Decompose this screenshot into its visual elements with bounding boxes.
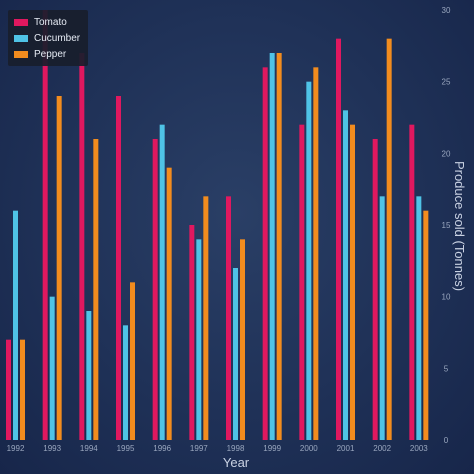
legend: Tomato Cucumber Pepper <box>8 10 89 66</box>
x-tick-label: 1997 <box>190 444 208 453</box>
legend-swatch-pepper <box>14 50 28 58</box>
y-tick-label: 30 <box>442 6 451 15</box>
bar-tomato-2003[interactable] <box>409 124 415 441</box>
legend-label-cucumber: Cucumber <box>34 32 81 44</box>
bars-layer <box>6 10 429 441</box>
y-tick-labels: 0 5 10 15 20 25 30 <box>442 6 451 445</box>
bar-cucumber-1994[interactable] <box>86 311 92 440</box>
y-tick-label: 10 <box>442 293 451 302</box>
bar-tomato-1996[interactable] <box>152 139 158 440</box>
bar-cucumber-1995[interactable] <box>123 325 128 440</box>
legend-label-tomato: Tomato <box>34 16 67 28</box>
bar-cucumber-2001[interactable] <box>343 110 348 440</box>
bar-pepper-1995[interactable] <box>130 282 135 440</box>
bar-tomato-1998[interactable] <box>226 196 231 440</box>
bar-cucumber-1998[interactable] <box>233 268 238 440</box>
legend-item-tomato[interactable]: Tomato <box>14 14 80 30</box>
bar-pepper-1999[interactable] <box>276 53 282 440</box>
bar-cucumber-1999[interactable] <box>269 53 275 440</box>
y-tick-label: 20 <box>442 149 451 158</box>
legend-swatch-tomato <box>14 18 28 26</box>
y-tick-label: 0 <box>444 436 449 445</box>
bar-pepper-1998[interactable] <box>240 239 245 440</box>
bar-tomato-2000[interactable] <box>299 124 305 441</box>
bar-pepper-1996[interactable] <box>166 167 172 440</box>
y-axis-title: Produce sold (Tonnes) <box>452 161 467 291</box>
bar-tomato-1999[interactable] <box>262 67 268 440</box>
y-tick-label: 25 <box>442 78 451 87</box>
legend-label-pepper: Pepper <box>34 48 67 60</box>
bar-pepper-2000[interactable] <box>313 67 319 440</box>
bar-pepper-1994[interactable] <box>93 139 99 440</box>
legend-item-cucumber[interactable]: Cucumber <box>14 30 80 46</box>
bar-pepper-1992[interactable] <box>20 339 25 440</box>
bar-pepper-2003[interactable] <box>423 210 429 440</box>
bar-pepper-2001[interactable] <box>350 124 355 441</box>
bar-cucumber-1992[interactable] <box>13 210 18 440</box>
legend-swatch-cucumber <box>14 34 28 42</box>
bar-cucumber-2002[interactable] <box>379 196 385 440</box>
x-tick-label: 1993 <box>43 444 61 453</box>
x-tick-label: 2001 <box>337 444 355 453</box>
bar-tomato-2001[interactable] <box>336 38 341 441</box>
x-tick-label: 2003 <box>410 444 428 453</box>
bar-pepper-1997[interactable] <box>203 196 209 440</box>
bar-tomato-1995[interactable] <box>116 96 121 440</box>
bar-pepper-1993[interactable] <box>56 96 62 440</box>
bar-tomato-1994[interactable] <box>79 53 85 440</box>
bar-cucumber-2003[interactable] <box>416 196 422 440</box>
y-tick-label: 15 <box>442 221 451 230</box>
x-tick-labels: 1992 1993 1994 1995 1996 1997 1998 1999 2000 2001… <box>7 444 429 453</box>
x-tick-label: 1996 <box>153 444 171 453</box>
x-tick-label: 1999 <box>263 444 281 453</box>
bar-tomato-1992[interactable] <box>6 339 11 440</box>
x-tick-label: 1995 <box>117 444 135 453</box>
x-tick-label: 1998 <box>227 444 245 453</box>
bar-tomato-2002[interactable] <box>372 139 378 440</box>
x-tick-label: 2000 <box>300 444 318 453</box>
bar-pepper-2002[interactable] <box>386 38 392 441</box>
bar-tomato-1997[interactable] <box>189 225 195 440</box>
bar-cucumber-1996[interactable] <box>159 124 165 441</box>
x-axis-title: Year <box>223 455 250 470</box>
y-tick-label: 5 <box>444 364 449 373</box>
x-tick-label: 2002 <box>373 444 391 453</box>
bar-tomato-1993[interactable] <box>42 10 48 440</box>
legend-item-pepper[interactable]: Pepper <box>14 46 80 62</box>
bar-cucumber-2000[interactable] <box>306 81 312 441</box>
bar-cucumber-1993[interactable] <box>49 296 55 440</box>
x-tick-label: 1992 <box>7 444 25 453</box>
x-tick-label: 1994 <box>80 444 98 453</box>
bar-cucumber-1997[interactable] <box>196 239 202 440</box>
